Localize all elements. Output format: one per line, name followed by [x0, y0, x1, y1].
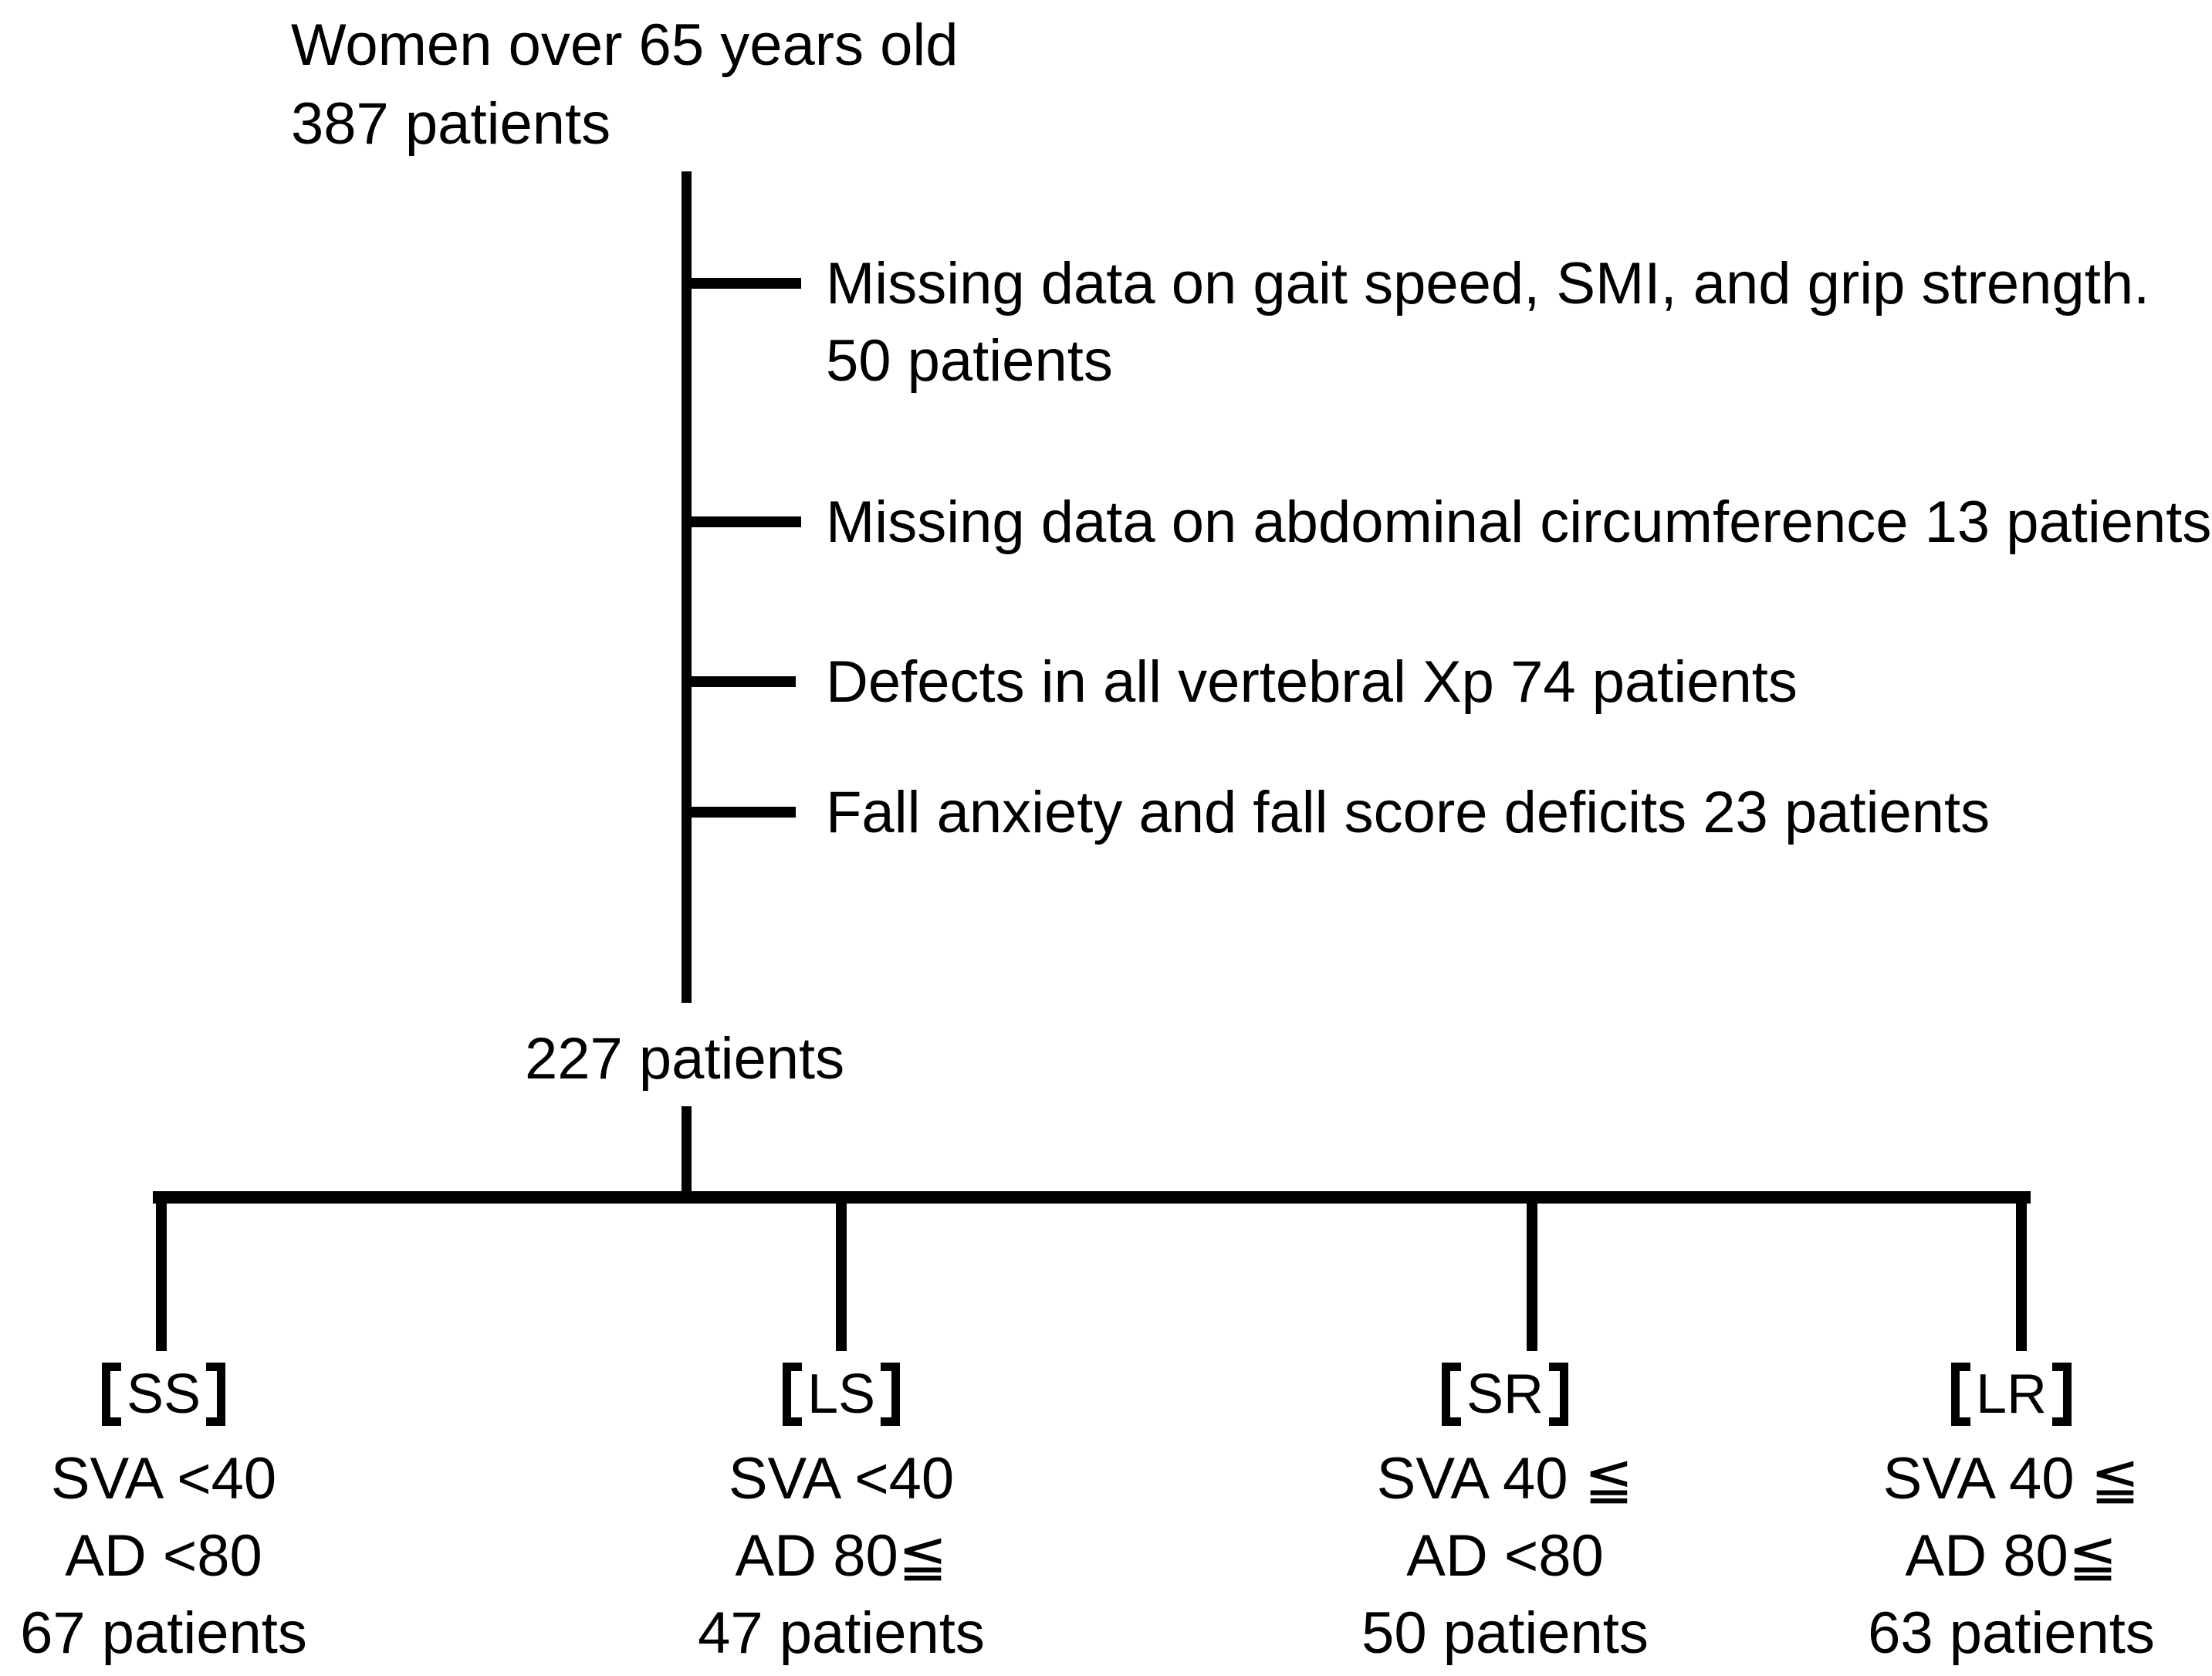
- group-sr-label-text: SR: [1466, 1363, 1544, 1425]
- split-horizontal-line: [153, 1191, 2031, 1204]
- group-ls-count: 47 patients: [698, 1600, 985, 1666]
- group-lr-label: LR: [1718, 1356, 2212, 1433]
- lenticular-bracket-left-icon: [101, 1363, 121, 1426]
- group-ls-label-text: LS: [807, 1363, 876, 1425]
- group-lr-count: 63 patients: [1868, 1600, 2155, 1666]
- group-lr-criterion-ad: AD 80≦: [1905, 1523, 2118, 1589]
- main-vertical-line-upper: [682, 171, 692, 1003]
- root-node-line1: Women over 65 years old: [291, 12, 959, 78]
- group-drop-line-ls: [836, 1191, 847, 1351]
- exclusion-node-3: Defects in all vertebral Xp 74 patients: [826, 644, 1798, 721]
- main-vertical-line-lower: [682, 1106, 692, 1193]
- group-drop-line-ss: [156, 1191, 167, 1351]
- lenticular-bracket-right-icon: [2052, 1363, 2072, 1426]
- group-node-ss: SS SVA <40 AD <80 67 patients: [0, 1356, 457, 1672]
- branch-tick-3: [682, 676, 796, 687]
- group-ss-criterion-ad: AD <80: [65, 1523, 262, 1589]
- exclusion-node-4: Fall anxiety and fall score deficits 23 …: [826, 774, 1990, 852]
- group-sr-criterion-ad: AD <80: [1406, 1523, 1604, 1589]
- group-ls-criterion-sva: SVA <40: [728, 1446, 955, 1512]
- exclusion-4-text: Fall anxiety and fall score deficits 23 …: [826, 780, 1990, 845]
- group-sr-label: SR: [1212, 1356, 1798, 1433]
- group-node-ls: LS SVA <40 AD 80≦ 47 patients: [548, 1356, 1135, 1672]
- lenticular-bracket-left-icon: [782, 1363, 802, 1426]
- branch-tick-2: [682, 516, 801, 527]
- group-ss-label: SS: [0, 1356, 457, 1433]
- exclusion-node-1: Missing data on gait speed, SMI, and gri…: [826, 245, 2149, 400]
- exclusion-1-text: Missing data on gait speed, SMI, and gri…: [826, 251, 2150, 317]
- group-lr-label-text: LR: [1975, 1363, 2048, 1425]
- group-ss-count: 67 patients: [20, 1600, 307, 1666]
- root-node: Women over 65 years old 387 patients: [291, 6, 959, 164]
- group-node-sr: SR SVA 40 ≦ AD <80 50 patients: [1212, 1356, 1798, 1672]
- branch-tick-1: [682, 278, 801, 289]
- lenticular-bracket-right-icon: [1549, 1363, 1569, 1426]
- lenticular-bracket-left-icon: [1441, 1363, 1461, 1426]
- exclusion-3-text: Defects in all vertebral Xp 74 patients: [826, 649, 1798, 715]
- group-node-lr: LR SVA 40 ≦ AD 80≦ 63 patients: [1718, 1356, 2212, 1672]
- group-ss-criterion-sva: SVA <40: [50, 1446, 277, 1512]
- group-ss-label-text: SS: [126, 1363, 201, 1425]
- lenticular-bracket-right-icon: [881, 1363, 901, 1426]
- group-drop-line-lr: [2016, 1191, 2027, 1351]
- exclusion-2-text: Missing data on abdominal circumference …: [826, 489, 2212, 555]
- group-sr-criterion-sva: SVA 40 ≦: [1376, 1446, 1634, 1512]
- exclusion-1-count: 50 patients: [826, 328, 1113, 394]
- included-count-node: 227 patients: [525, 1026, 845, 1092]
- exclusion-node-2: Missing data on abdominal circumference …: [826, 484, 2211, 561]
- group-ls-criterion-ad: AD 80≦: [735, 1523, 948, 1589]
- lenticular-bracket-right-icon: [206, 1363, 226, 1426]
- lenticular-bracket-left-icon: [1950, 1363, 1970, 1426]
- group-ls-label: LS: [548, 1356, 1135, 1433]
- root-node-count: 387 patients: [291, 91, 611, 157]
- branch-tick-4: [682, 807, 796, 818]
- group-drop-line-sr: [1527, 1191, 1537, 1351]
- group-sr-count: 50 patients: [1361, 1600, 1649, 1666]
- group-lr-criterion-sva: SVA 40 ≦: [1882, 1446, 2140, 1512]
